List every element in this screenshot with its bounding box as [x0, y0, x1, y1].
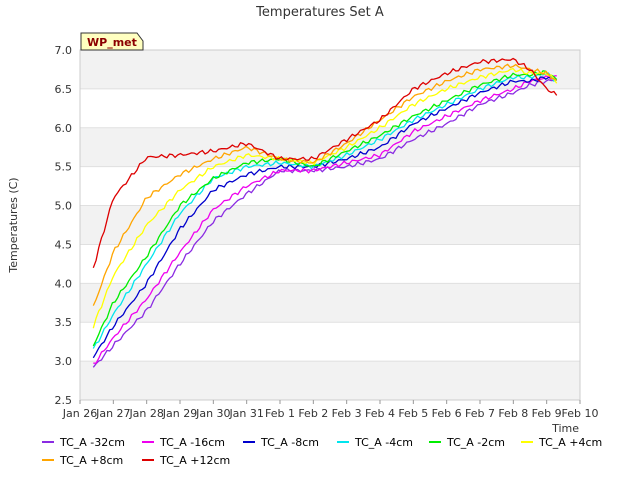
legend-label: TC_A -8cm [260, 436, 319, 449]
series-line [92, 76, 557, 359]
series-line [92, 67, 558, 329]
y-tick-label: 4.5 [55, 238, 73, 251]
y-axis-title: Temperatures (C) [7, 177, 20, 273]
legend-label: TC_A -4cm [354, 436, 413, 449]
plot-band [80, 283, 580, 323]
x-tick-label: Feb 9 [532, 407, 562, 420]
y-tick-label: 2.5 [55, 394, 73, 407]
x-tick-label: Feb 2 [298, 407, 328, 420]
chart-title: Temperatures Set A [255, 5, 384, 20]
series-line [92, 63, 558, 306]
x-tick-label: Jan 29 [162, 407, 197, 420]
x-tick-label: Feb 6 [432, 407, 462, 420]
plot-bands [80, 50, 580, 400]
station-badge-box [80, 32, 144, 51]
x-tick-label: Feb 3 [332, 407, 362, 420]
y-tick-label: 3.5 [55, 316, 73, 329]
x-tick-label: Feb 5 [398, 407, 428, 420]
x-tick-label: Feb 8 [498, 407, 528, 420]
y-tick-label: 3.0 [55, 355, 73, 368]
y-tick-label: 5.5 [55, 161, 73, 174]
plot-area-frame [79, 49, 581, 401]
legend-label: TC_A +12cm [159, 454, 230, 467]
y-tick-label: 6.5 [55, 83, 73, 96]
y-tick-label: 6.0 [55, 122, 73, 135]
legend-label: TC_A -2cm [446, 436, 505, 449]
x-tick-label: Feb 4 [365, 407, 395, 420]
series-line [92, 78, 557, 368]
station-badge: WP_met [80, 32, 144, 51]
legend-label: TC_A +8cm [59, 454, 123, 467]
plot-band [80, 50, 580, 89]
x-tick-label: Jan 28 [128, 407, 163, 420]
x-tick-label: Jan 31 [228, 407, 263, 420]
y-tick-label: 5.0 [55, 200, 73, 213]
x-tick-label: Feb 10 [562, 407, 599, 420]
series-line [92, 57, 558, 269]
x-tick-label: Jan 30 [195, 407, 230, 420]
plot-band [80, 127, 580, 167]
series-lines [92, 57, 558, 368]
x-tick-label: Jan 27 [95, 407, 130, 420]
x-tick-label: Jan 26 [62, 407, 97, 420]
x-tick-label: Feb 7 [465, 407, 495, 420]
plot-band [80, 361, 580, 400]
station-badge-label: WP_met [87, 36, 137, 49]
series-line [93, 75, 557, 364]
legend: TC_A -32cm TC_A -16cm TC_A -8cm TC_A -4cm TC… [42, 436, 602, 467]
y-tick-label: 7.0 [55, 44, 73, 57]
series-line [92, 72, 557, 349]
series-line [92, 70, 558, 347]
legend-label: TC_A -16cm [159, 436, 225, 449]
legend-label: TC_A +4cm [538, 436, 602, 449]
legend-label: TC_A -32cm [59, 436, 125, 449]
y-axis-ticks: 2.5 3.0 3.5 4.0 4.5 5.0 5.5 6.0 6.5 7.0 [55, 44, 73, 407]
y-tick-label: 4.0 [55, 277, 73, 290]
x-axis-title: Time [551, 422, 579, 435]
x-tick-label: Feb 1 [265, 407, 295, 420]
plot-band [80, 205, 580, 245]
